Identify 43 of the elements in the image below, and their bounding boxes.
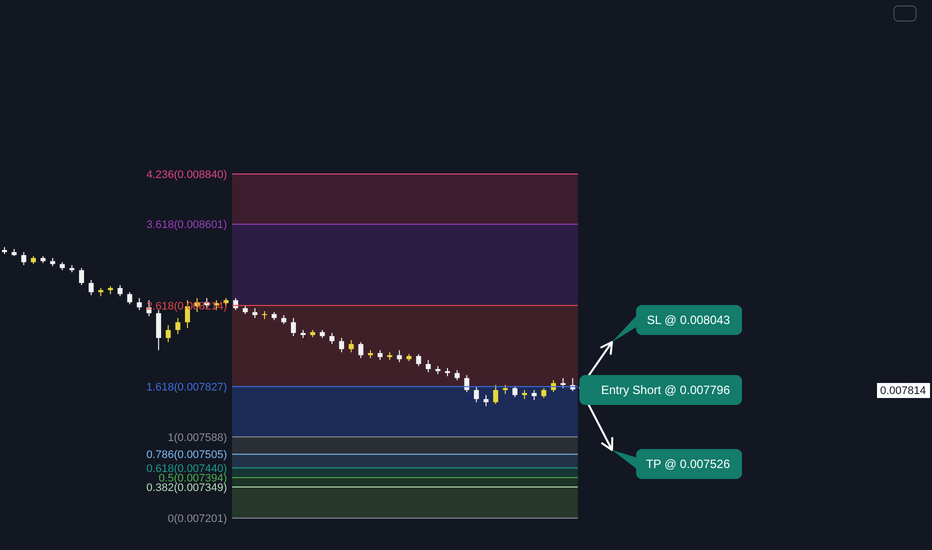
ref-line-label: 0.786(0.007505) (146, 449, 228, 462)
candlestick (493, 384, 498, 405)
candlestick (474, 386, 479, 403)
ref-line-label: 4.236(0.008840) (146, 168, 228, 181)
candlestick (290, 318, 296, 337)
text: Entry Short @ 0.007796 (601, 383, 730, 397)
ref-line-label: 0.382(0.007349) (146, 482, 228, 494)
candlestick (252, 308, 258, 319)
ref-line-label: 0.5(0.007394) (158, 472, 228, 484)
candlestick (532, 390, 537, 401)
candlestick (79, 268, 84, 286)
candlestick (464, 374, 470, 393)
candlestick (118, 284, 123, 297)
candlestick (166, 324, 171, 343)
text: 0.007814 (880, 385, 926, 397)
candlestick (484, 394, 489, 407)
candlestick (454, 370, 460, 381)
candlestick (416, 354, 422, 367)
candlestick (396, 350, 402, 363)
candlestick (88, 280, 94, 296)
candlestick (502, 384, 508, 395)
ref-line-label: 0.618(0.007440) (146, 462, 228, 475)
candlestick (175, 318, 180, 334)
candlestick (378, 350, 383, 361)
candlestick (560, 378, 566, 389)
ref-line-label: 0(0.007201) (168, 512, 228, 525)
ref-line-label: 3.618(0.008601) (146, 219, 228, 232)
ref-line-label: 1.618(0.007827) (146, 382, 228, 394)
candlestick (21, 252, 26, 266)
candlestick (426, 360, 431, 373)
candlestick (281, 314, 286, 325)
candlestick (358, 342, 364, 359)
candlestick (522, 390, 528, 400)
candlestick (339, 337, 344, 353)
text: TP @ 0.007526 (646, 457, 730, 471)
candlestick (127, 292, 132, 305)
candlestick (348, 340, 354, 353)
candlestick (329, 332, 334, 345)
text: SL @ 0.008043 (646, 313, 730, 327)
candlestick (541, 388, 546, 399)
ref-line-label: 1(0.007588) (168, 432, 228, 444)
candlestick (512, 386, 518, 398)
candlestick (136, 298, 142, 311)
